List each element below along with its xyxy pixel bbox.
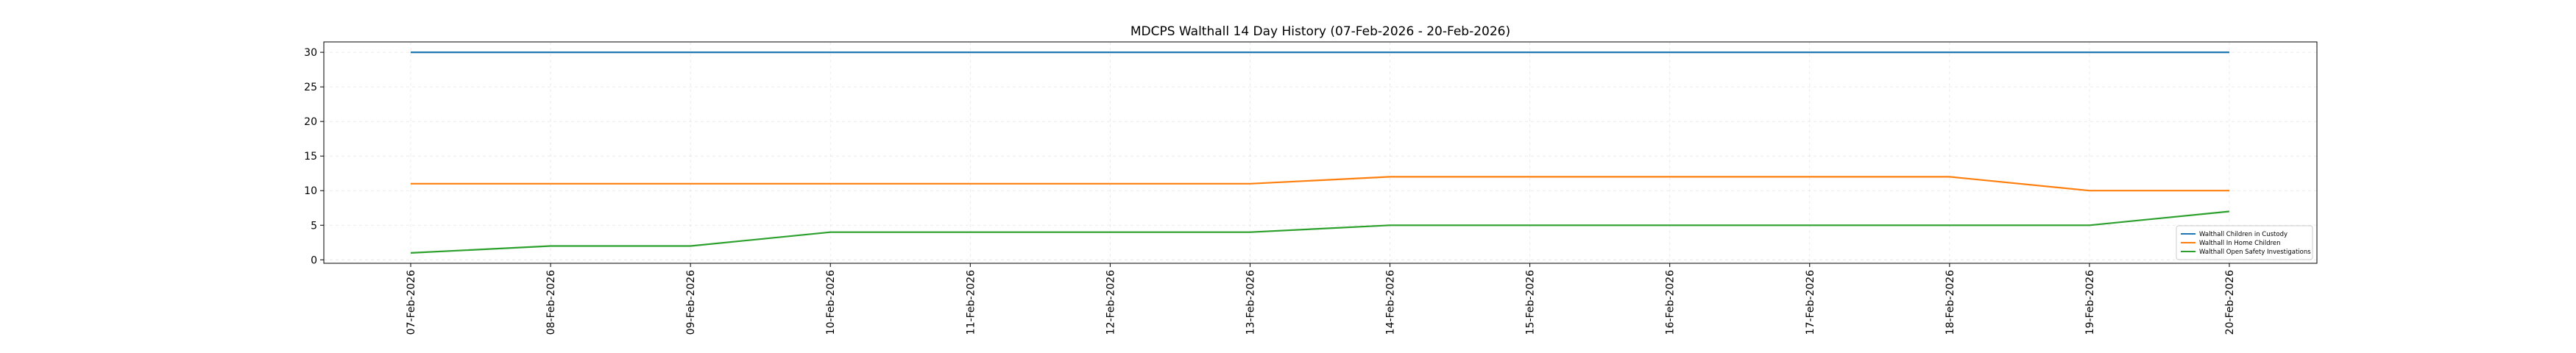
y-tick-label: 0 <box>311 254 317 266</box>
y-tick-label: 30 <box>304 47 317 59</box>
plot-area-frame <box>323 41 2318 264</box>
x-tick-label: 13-Feb-2026 <box>1245 270 1256 335</box>
chart-title: MDCPS Walthall 14 Day History (07-Feb-20… <box>1130 24 1510 39</box>
y-tick-label: 10 <box>304 185 317 197</box>
legend-label: Walthall Children in Custody <box>2199 231 2287 238</box>
y-tick-label: 5 <box>311 220 317 232</box>
x-tick-label: 11-Feb-2026 <box>965 270 977 335</box>
x-tick-label: 16-Feb-2026 <box>1665 270 1677 335</box>
x-tick-label: 07-Feb-2026 <box>406 270 417 335</box>
x-tick-label: 19-Feb-2026 <box>2084 270 2096 335</box>
x-tick-label: 08-Feb-2026 <box>545 270 557 335</box>
legend-box <box>2176 225 2313 260</box>
grid-layer <box>324 42 2317 263</box>
y-tick-label: 25 <box>304 82 317 93</box>
legend-label: Walthall Open Safety Investigations <box>2199 249 2311 256</box>
y-axis: 0 5 10 15 20 25 30 <box>304 47 324 266</box>
x-tick-label: 20-Feb-2026 <box>2224 270 2236 335</box>
y-tick-label: 20 <box>304 116 317 128</box>
x-tick-label: 14-Feb-2026 <box>1385 270 1397 335</box>
x-tick-label: 18-Feb-2026 <box>1945 270 1956 335</box>
series-line-2 <box>411 176 2229 192</box>
x-tick-label: 17-Feb-2026 <box>1805 270 1816 335</box>
series-line-3 <box>410 210 2230 254</box>
x-tick-label: 12-Feb-2026 <box>1105 270 1117 335</box>
series-layer <box>410 51 2230 254</box>
x-axis: 07-Feb-2026 08-Feb-2026 09-Feb-2026 10-Feb-… <box>406 263 2236 335</box>
y-tick-label: 15 <box>304 151 317 163</box>
x-tick-label: 15-Feb-2026 <box>1525 270 1537 335</box>
x-tick-label: 10-Feb-2026 <box>825 270 837 335</box>
legend-label: Walthall In Home Children <box>2199 240 2281 247</box>
x-tick-label: 09-Feb-2026 <box>685 270 697 335</box>
legend: Walthall Children in Custody Walthall In … <box>2176 225 2313 260</box>
